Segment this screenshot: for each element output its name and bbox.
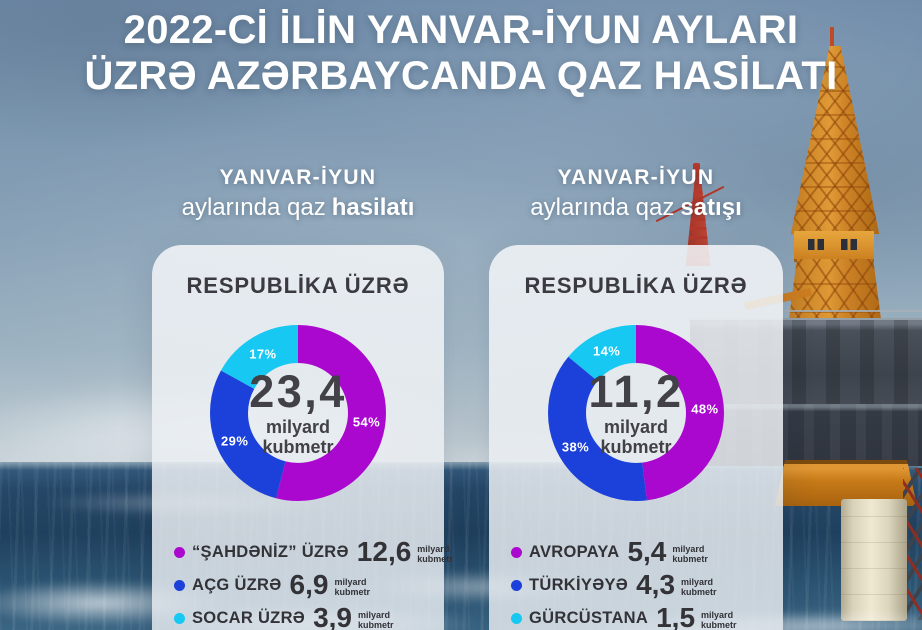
legend-label: GÜRCÜSTANA (529, 608, 649, 627)
derrick-spike (830, 27, 834, 49)
card-title: RESPUBLİKA ÜZRƏ (524, 272, 748, 298)
platform-leg-column (841, 499, 907, 621)
donut-percent-label: 29% (221, 433, 249, 449)
legend-label: “ŞAHDƏNİZ” ÜZRƏ (192, 542, 349, 561)
panel-header-subtitle: aylarında qaz hasilatı (152, 194, 444, 223)
title-line1: 2022-Cİ İLİN YANVAR-İYUN AYLARI (123, 8, 799, 52)
page-title: 2022-Cİ İLİN YANVAR-İYUN AYLARI ÜZRƏ AZƏ… (0, 8, 922, 99)
unit-line: milyard (417, 543, 450, 554)
unit-line: milyard (681, 576, 714, 587)
legend-value: 6,9 (289, 569, 329, 601)
legend-value: 5,4 (627, 536, 667, 568)
legend-label: TÜRKİYƏYƏ (529, 575, 629, 594)
legend-value: 12,6 (356, 536, 412, 568)
legend-item: TÜRKİYƏYƏ 4,3 milyard kubmetr (511, 569, 783, 601)
legend-unit: milyard kubmetr (701, 610, 737, 630)
panel-header-subtitle-bold: satışı (680, 194, 742, 222)
donut-percent-label: 17% (249, 346, 277, 362)
legend-unit: milyard kubmetr (417, 544, 453, 564)
unit-line: kubmetr (417, 553, 453, 564)
donut-percent-label: 38% (561, 439, 590, 455)
panel-header-period: YANVAR-İYUN (557, 166, 715, 189)
panel-gas-sales: YANVAR-İYUN aylarında qaz satışı RESPUBLİ… (489, 166, 783, 630)
panel-header-sales: YANVAR-İYUN aylarında qaz satışı (489, 166, 783, 223)
panel-header-period: YANVAR-İYUN (219, 166, 377, 189)
unit-line: milyard (701, 609, 734, 620)
legend-dot (174, 546, 185, 558)
legend-item: “ŞAHDƏNİZ” ÜZRƏ 12,6 milyard kubmetr (174, 536, 453, 568)
legend-value: 1,5 (656, 602, 696, 630)
donut-percent-label: 14% (592, 343, 621, 359)
unit-line: kubmetr (334, 586, 370, 597)
donut-svg (548, 325, 724, 502)
platform-railing (690, 310, 922, 312)
crane-tip (693, 163, 700, 171)
legend-dot (174, 579, 185, 591)
legend-label: SOCAR ÜZRƏ (192, 608, 306, 627)
unit-line: kubmetr (701, 619, 737, 630)
legend-label: AÇG ÜZRƏ (192, 575, 282, 594)
legend-item: GÜRCÜSTANA 1,5 milyard kubmetr (511, 602, 783, 630)
donut-chart-production: 23,4 milyard kubmetr 54% 29% 17% (208, 323, 388, 503)
donut-percent-label: 48% (691, 401, 719, 417)
derrick-cabin (794, 231, 874, 262)
panel-header-subtitle-regular: aylarında qaz (530, 194, 675, 222)
legend-value: 4,3 (636, 569, 676, 601)
unit-line: milyard (358, 609, 391, 620)
legend-dot (174, 612, 185, 624)
legend-unit: milyard kubmetr (334, 577, 370, 597)
donut-percent-label: 54% (352, 414, 381, 430)
cabin-window (841, 239, 857, 250)
panel-header-subtitle: aylarında qaz satışı (489, 194, 783, 223)
legend-dot (511, 546, 522, 558)
legend-unit: milyard kubmetr (358, 610, 394, 630)
panel-header-production: YANVAR-İYUN aylarında qaz hasilatı (152, 166, 444, 223)
unit-line: kubmetr (672, 553, 708, 564)
panel-gas-production: YANVAR-İYUN aylarında qaz hasilatı RESPUB… (152, 166, 453, 630)
legend-item: AÇG ÜZRƏ 6,9 milyard kubmetr (174, 569, 444, 601)
donut-chart-sales: 11,2 milyard kubmetr 48% 38% 14% (546, 323, 726, 503)
card-sales: RESPUBLİKA ÜZRƏ 11,2 milyard kubmetr 48%… (489, 244, 783, 630)
unit-line: kubmetr (681, 586, 717, 597)
legend-dot (511, 579, 522, 591)
unit-line: milyard (672, 543, 705, 554)
legend-dot (511, 612, 522, 624)
legend-value: 3,9 (313, 602, 352, 630)
legend-production: “ŞAHDƏNİZ” ÜZRƏ 12,6 milyard kubmetr AÇG … (152, 536, 453, 630)
donut-svg (210, 325, 386, 502)
platform-braces (903, 468, 922, 620)
panel-header-subtitle-bold: hasilatı (331, 194, 415, 222)
platform-skirt (775, 460, 917, 506)
legend-item: AVROPAYA 5,4 milyard kubmetr (511, 536, 783, 568)
legend-item: SOCAR ÜZRƏ 3,9 milyard kubmetr (174, 602, 444, 630)
card-production: RESPUBLİKA ÜZRƏ 23,4 milyard kubmetr 54%… (152, 244, 453, 630)
unit-line: milyard (334, 576, 367, 587)
legend-unit: milyard kubmetr (681, 577, 717, 597)
cabin-window (808, 239, 824, 250)
legend-label: AVROPAYA (529, 542, 620, 561)
panel-header-subtitle-regular: aylarında qaz (181, 194, 326, 222)
title-line2: ÜZRƏ AZƏRBAYCANDA QAZ HASİLATI (84, 53, 838, 98)
card-title: RESPUBLİKA ÜZRƏ (186, 272, 410, 298)
legend-unit: milyard kubmetr (672, 544, 708, 564)
legend-sales: AVROPAYA 5,4 milyard kubmetr TÜRKİYƏYƏ 4,… (489, 536, 783, 630)
unit-line: kubmetr (358, 619, 394, 630)
